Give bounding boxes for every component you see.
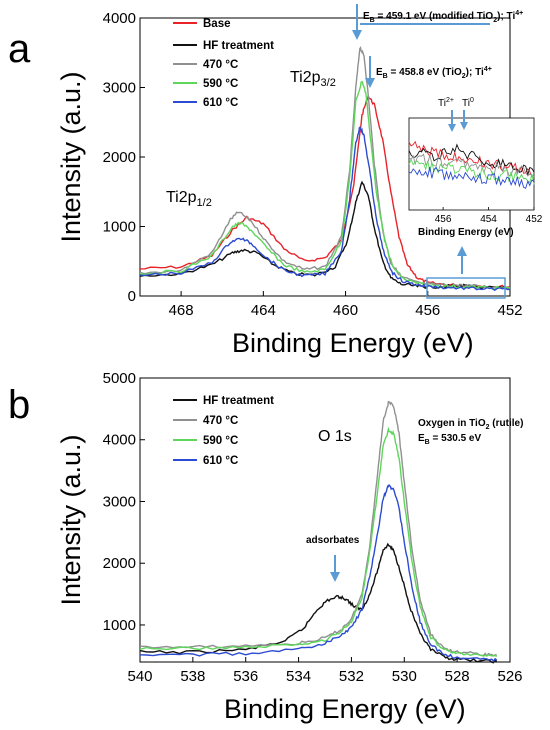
panel-b-x-tick-label: 526 xyxy=(497,668,522,685)
legend-b-label-610: 610 °C xyxy=(203,455,238,467)
inset-series-590-c xyxy=(408,158,535,185)
panel-a-x-ticks: 468 464 460 456 452 xyxy=(169,291,523,319)
panel-b-x-tick-label: 528 xyxy=(445,668,470,685)
panel-b-y-tick-label: 4000 xyxy=(103,432,136,449)
legend-a-label-590: 590 °C xyxy=(203,78,238,90)
inset-x-ticks: 456 454 452 xyxy=(435,207,543,225)
panel-b-x-axis-title: Binding Energy (eV) xyxy=(224,694,466,724)
panel-b-x-ticks: 540 538 536 534 532 530 528 526 xyxy=(127,657,523,685)
panel-b-x-tick-label: 530 xyxy=(392,668,417,685)
panel-a-y-tick-label: 2000 xyxy=(103,149,136,166)
inset-x-tick-label: 452 xyxy=(526,214,543,225)
panel-b-x-tick-label: 532 xyxy=(339,668,364,685)
annotation-eb-458-8: EB = 458.8 eV (TiO2); Ti4+ xyxy=(376,66,492,80)
panel-a-x-tick-label: 468 xyxy=(169,302,194,319)
inset-label-ti0: Ti0 xyxy=(462,97,474,109)
arrow-adsorbates-head xyxy=(330,572,340,582)
inset-frame xyxy=(408,117,535,211)
inset-arrow-ti0-head xyxy=(460,122,468,130)
annotation-oxygen-rutile: Oxygen in TiO2 (rutile) xyxy=(418,418,523,431)
series-line-a-base xyxy=(139,95,510,290)
legend-a-label-hf: HF treatment xyxy=(203,40,274,52)
panel-b-x-tick-label: 540 xyxy=(127,668,152,685)
series-line-a-610-c xyxy=(139,126,510,292)
inset-chart: 456 454 452 Binding Energy (eV) Ti2+ Ti0 xyxy=(408,97,543,238)
panel-a-y-tick-label: 4000 xyxy=(103,10,136,27)
panel-a-y-ticks: 0 1000 2000 3000 4000 xyxy=(103,10,145,305)
label-ti2p-3-2: Ti2p3/2 xyxy=(290,69,336,89)
legend-b-label-470: 470 °C xyxy=(203,415,238,427)
panel-a-y-axis-title: Intensity (a.u.) xyxy=(56,71,86,242)
panel-a-y-tick-label: 3000 xyxy=(103,80,136,97)
label-o1s: O 1s xyxy=(318,428,352,445)
panel-letter-b: b xyxy=(8,383,30,427)
series-line-a-hf-treatment xyxy=(139,180,511,290)
inset-x-tick-label: 454 xyxy=(480,214,497,225)
panel-b-legend: HF treatment 470 °C 590 °C 610 °C xyxy=(173,395,274,467)
arrow-to-inset-head xyxy=(457,246,467,256)
inset-x-axis-title: Binding Energy (eV) xyxy=(418,227,514,238)
panel-a-y-tick-label: 1000 xyxy=(103,219,136,236)
annotation-eb-530-5: EB = 530.5 eV xyxy=(418,433,481,446)
inset-x-tick-label: 456 xyxy=(435,214,452,225)
panel-b-y-axis-title: Intensity (a.u.) xyxy=(56,434,86,605)
legend-b-label-590: 590 °C xyxy=(203,435,238,447)
inset-label-ti2plus: Ti2+ xyxy=(438,97,454,109)
legend-b-label-hf: HF treatment xyxy=(203,395,274,407)
panel-a-x-tick-label: 456 xyxy=(415,302,440,319)
inset-series-610-c xyxy=(408,166,535,189)
panel-b-series-lines xyxy=(139,400,498,664)
panel-a-legend: Base HF treatment 470 °C 590 °C 610 °C xyxy=(173,18,274,109)
panel-b-y-tick-label: 2000 xyxy=(103,555,136,572)
inset-arrow-ti2plus-head xyxy=(448,124,456,132)
legend-a-label-base: Base xyxy=(203,18,231,30)
label-ti2p-1-2: Ti2p1/2 xyxy=(166,189,212,209)
panel-a-x-tick-label: 452 xyxy=(497,302,522,319)
legend-a-label-610: 610 °C xyxy=(203,97,238,109)
panel-a-x-axis-title: Binding Energy (eV) xyxy=(232,328,474,358)
label-adsorbates: adsorbates xyxy=(306,535,360,546)
panel-a-series-lines xyxy=(139,45,511,292)
inset-series-470-c xyxy=(408,153,535,177)
panel-b-x-tick-label: 536 xyxy=(233,668,258,685)
panel-a-x-tick-label: 460 xyxy=(333,302,358,319)
panel-b-y-tick-label: 5000 xyxy=(103,370,136,387)
series-line-b-hf-treatment xyxy=(139,542,498,664)
panel-b-x-tick-label: 538 xyxy=(180,668,205,685)
series-line-b-470-c xyxy=(139,400,497,657)
series-line-b-610-c xyxy=(139,483,498,663)
arrow-458-8-head xyxy=(365,78,375,88)
panel-b-y-tick-label: 1000 xyxy=(103,617,136,634)
panel-a-chart: 0 1000 2000 3000 4000 468 464 460 456 452 Bindin… xyxy=(56,4,543,358)
series-line-b-590-c xyxy=(139,426,498,658)
panel-b-x-tick-label: 534 xyxy=(286,668,311,685)
arrow-459-1-head xyxy=(352,30,362,40)
panel-letter-a: a xyxy=(8,27,31,71)
panel-b-plot-frame xyxy=(139,377,511,663)
legend-a-label-470: 470 °C xyxy=(203,59,238,71)
inset-source-highlight xyxy=(426,277,506,299)
panel-b-y-tick-label: 3000 xyxy=(103,493,136,510)
panel-a-y-tick-label: 0 xyxy=(128,288,136,305)
panel-a-x-tick-label: 464 xyxy=(251,302,276,319)
inset-series-lines xyxy=(408,140,535,189)
series-line-a-590-c xyxy=(139,80,511,290)
panel-b-y-ticks: 1000 2000 3000 4000 5000 xyxy=(103,370,145,634)
annotation-eb-459-1: EB = 459.1 eV (modified TiO2); Ti4+ xyxy=(363,10,523,24)
